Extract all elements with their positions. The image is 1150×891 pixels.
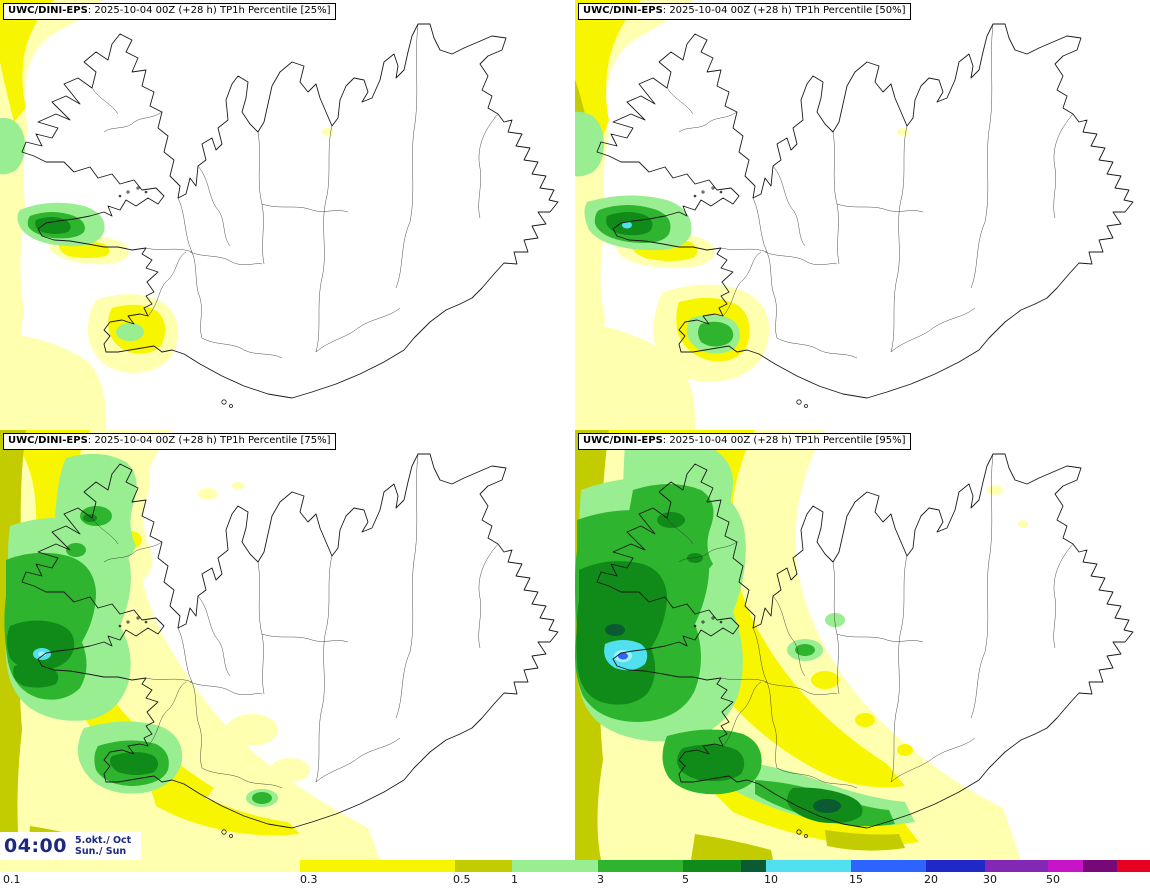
map-panel-75: UWC/DINI-EPS: 2025-10-04 00Z (+28 h) TP1… [0,430,575,860]
map-panel-50: UWC/DINI-EPS: 2025-10-04 00Z (+28 h) TP1… [575,0,1150,430]
colorbar-segment [766,860,851,872]
colorbar-label: 50 [1046,873,1060,886]
colorbar-segment [1117,860,1150,872]
colorbar-labels: 0.1 0.3 0.5 1 3 5 10 15 20 30 50 [0,873,1150,891]
valid-time-box: 04:00 5.okt./ Oct Sun./ Sun [0,832,142,860]
map-title-text: : 2025-10-04 00Z (+28 h) TP1h Percentile… [87,5,331,16]
precip-field-25 [0,0,334,430]
model-name: UWC/DINI-EPS [8,435,88,446]
colorbar-label: 30 [983,873,997,886]
map-panel-25: UWC/DINI-EPS: 2025-10-04 00Z (+28 h) TP1… [0,0,575,430]
colorbar-label: 15 [849,873,863,886]
colorbar-segment [741,860,766,872]
colorbar-label: 10 [764,873,778,886]
colorbar-segment [455,860,512,872]
colorbar-label: 5 [682,873,689,886]
colorbar-segment [0,860,300,872]
precip-field-75 [0,430,380,860]
map-title-25: UWC/DINI-EPS: 2025-10-04 00Z (+28 h) TP1… [3,3,336,20]
iceland-map-95 [575,430,1134,860]
map-title-95: UWC/DINI-EPS: 2025-10-04 00Z (+28 h) TP1… [578,433,911,450]
colorbar [0,860,1150,872]
valid-day: Sun./ Sun [74,846,127,857]
colorbar-segment [985,860,1048,872]
map-title-text: : 2025-10-04 00Z (+28 h) TP1h Percentile… [662,435,906,446]
colorbar-label: 1 [511,873,518,886]
colorbar-segment [1048,860,1083,872]
colorbar-label: 0.3 [300,873,318,886]
colorbar-label: 3 [597,873,604,886]
model-name: UWC/DINI-EPS [583,435,663,446]
map-title-50: UWC/DINI-EPS: 2025-10-04 00Z (+28 h) TP1… [578,3,911,20]
iceland-map-25 [0,0,559,430]
iceland-map-50 [575,0,1134,430]
valid-date-stack: 5.okt./ Oct Sun./ Sun [75,835,131,857]
map-title-75: UWC/DINI-EPS: 2025-10-04 00Z (+28 h) TP1… [3,433,336,450]
map-grid: UWC/DINI-EPS: 2025-10-04 00Z (+28 h) TP1… [0,0,1150,860]
model-name: UWC/DINI-EPS [583,5,663,16]
colorbar-segment [512,860,598,872]
colorbar-segment [1083,860,1117,872]
precip-field-95 [575,430,1028,860]
colorbar-segment [851,860,926,872]
colorbar-label: 0.5 [453,873,471,886]
map-panel-95: UWC/DINI-EPS: 2025-10-04 00Z (+28 h) TP1… [575,430,1150,860]
colorbar-segment [598,860,683,872]
colorbar-label: 0.1 [3,873,21,886]
iceland-map-75 [0,430,559,860]
map-title-text: : 2025-10-04 00Z (+28 h) TP1h Percentile… [87,435,331,446]
colorbar-segment [683,860,741,872]
map-title-text: : 2025-10-04 00Z (+28 h) TP1h Percentile… [662,5,906,16]
colorbar-label: 20 [924,873,938,886]
colorbar-segment [926,860,985,872]
valid-time: 04:00 [4,835,67,857]
colorbar-segment [300,860,455,872]
precip-field-50 [575,0,909,430]
model-name: UWC/DINI-EPS [8,5,88,16]
valid-date: 5.okt./ Oct [74,835,132,846]
